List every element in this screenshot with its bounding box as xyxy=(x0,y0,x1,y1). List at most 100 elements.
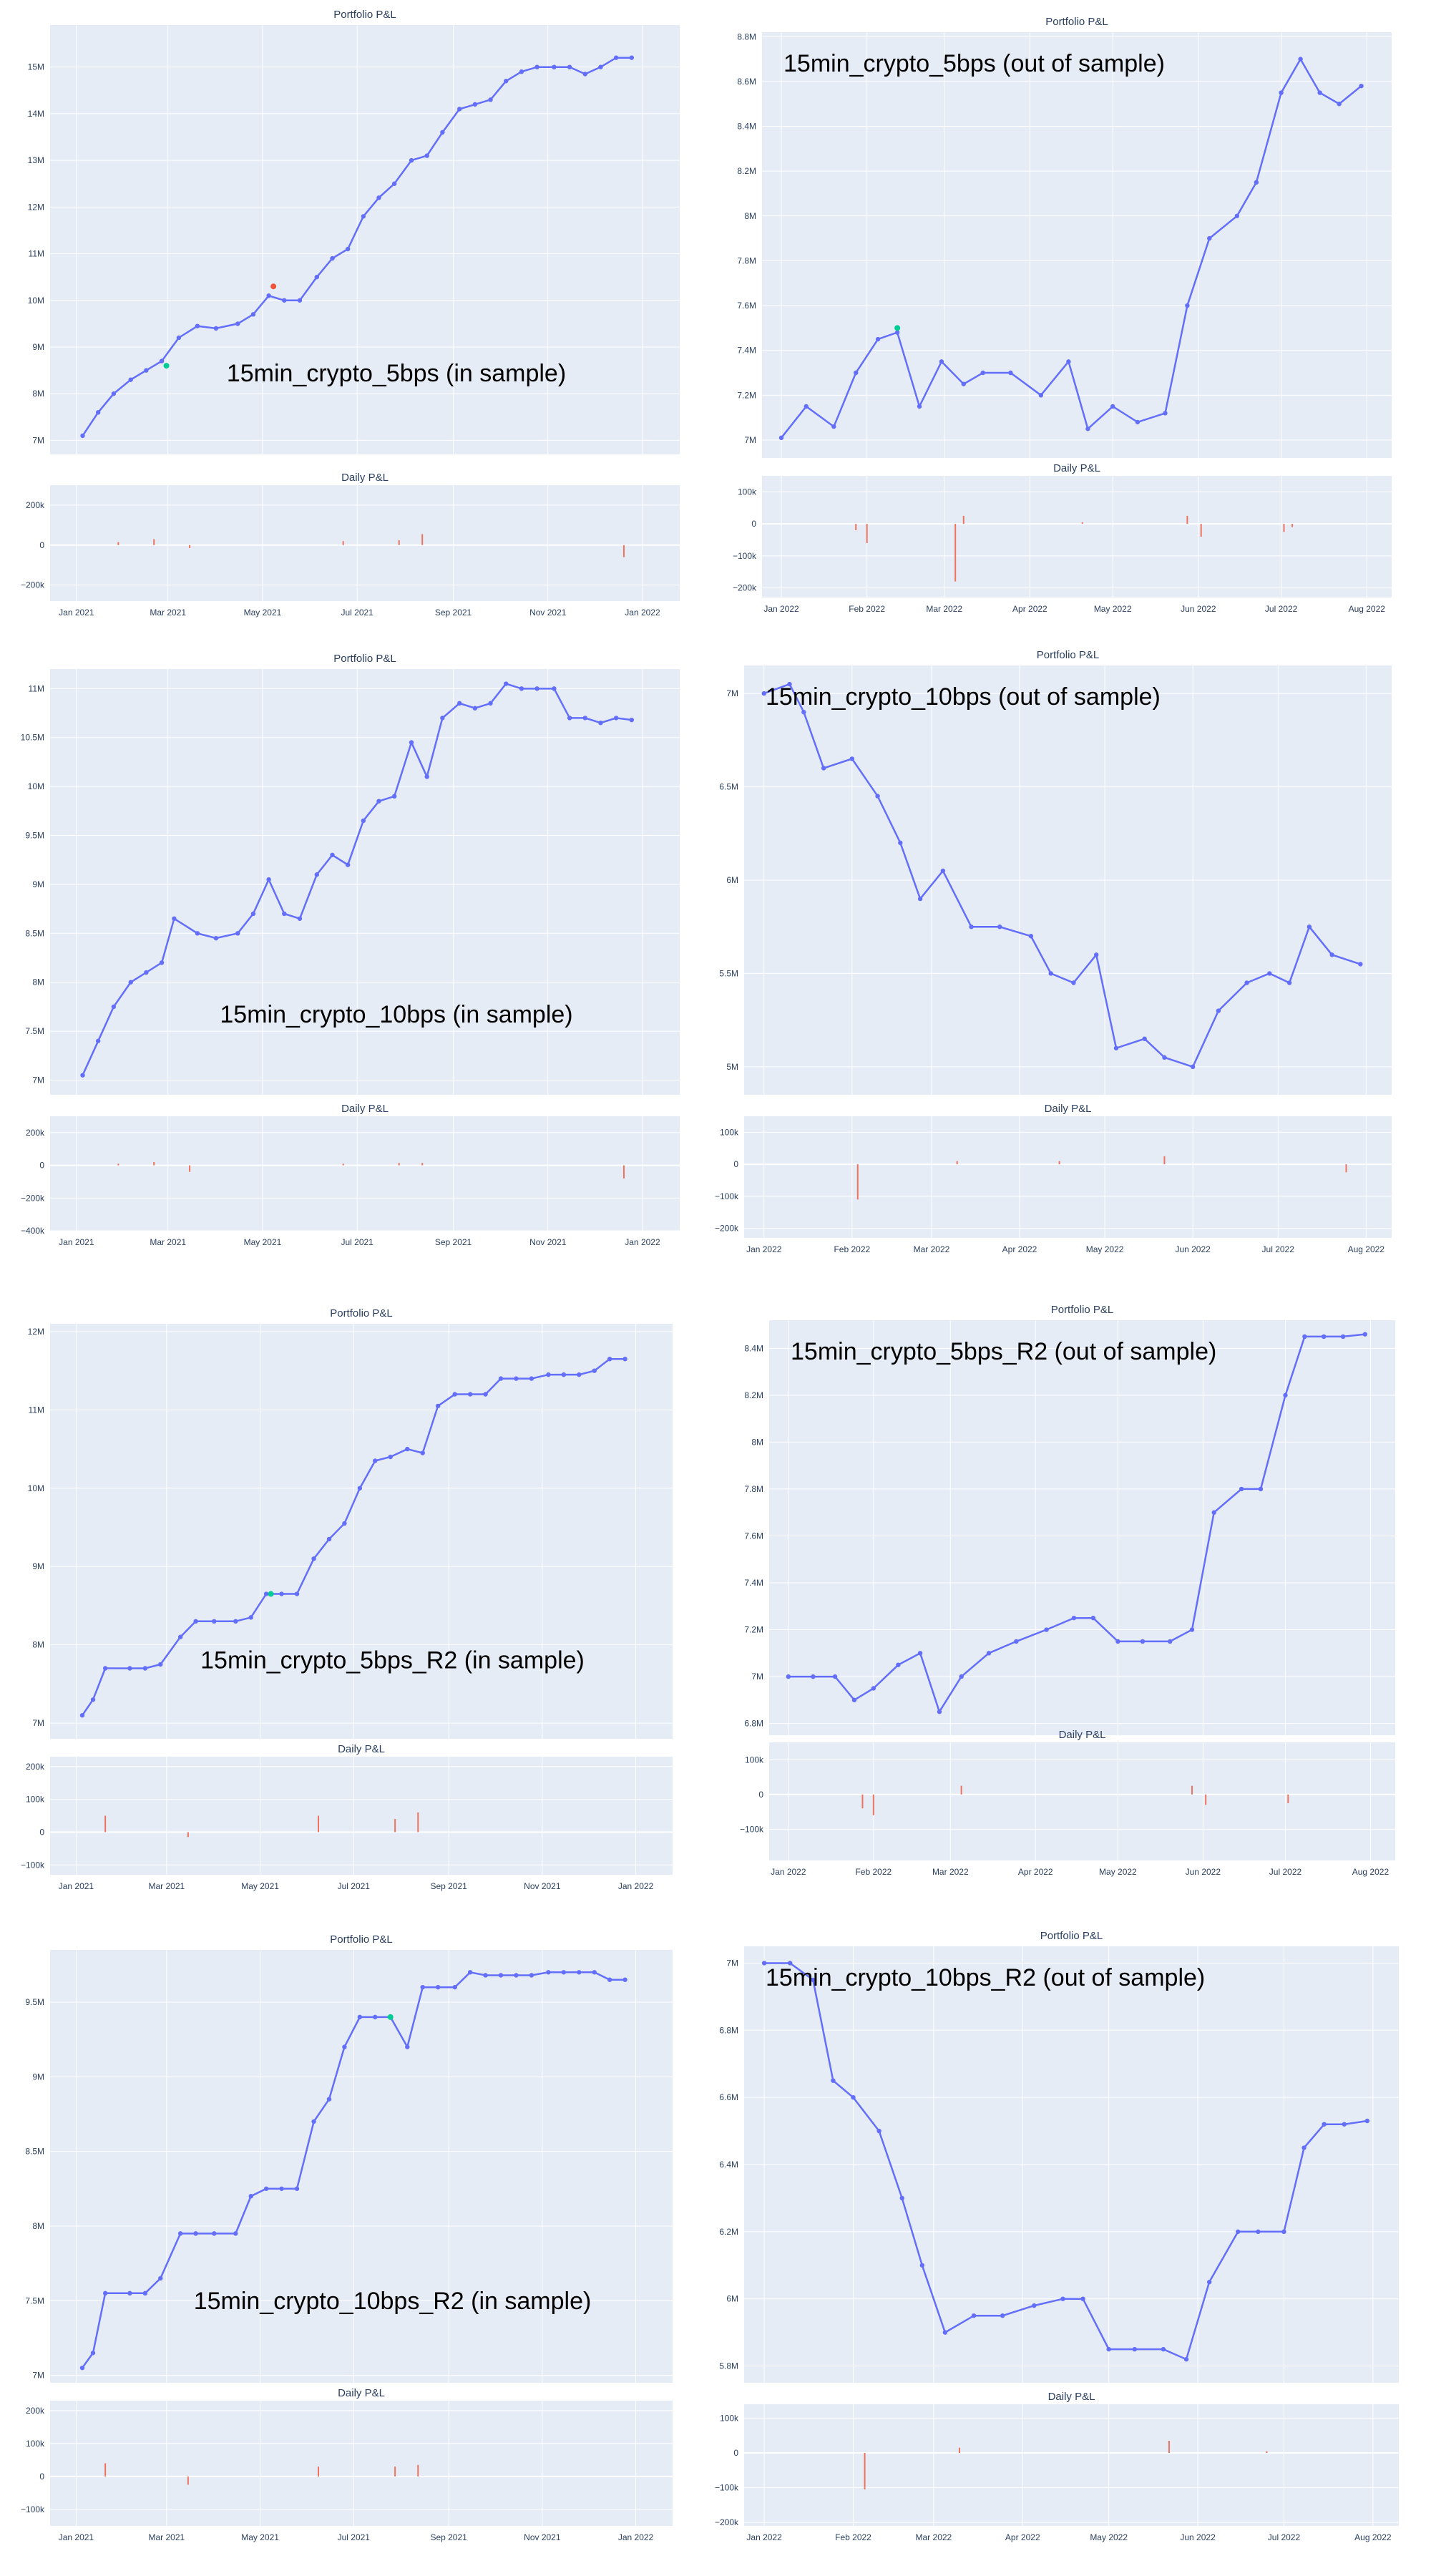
pnl-point xyxy=(90,2351,96,2356)
pnl-point xyxy=(80,433,85,439)
pnl-point xyxy=(582,716,587,721)
pnl-point xyxy=(1162,1055,1167,1060)
daily-bar xyxy=(1191,1785,1193,1795)
x-tick-label: Feb 2022 xyxy=(835,2532,871,2542)
x-tick-label: Apr 2022 xyxy=(1018,1867,1053,1877)
pnl-point xyxy=(177,1634,183,1639)
pnl-point xyxy=(552,64,557,69)
daily-bar xyxy=(187,1832,189,1838)
x-tick-label: May 2021 xyxy=(241,2532,279,2542)
pnl-point xyxy=(598,721,603,726)
y-tick-label: 8.2M xyxy=(737,166,756,176)
chart-title: Portfolio P&L xyxy=(1037,649,1100,661)
chart-annotation: 15min_crypto_5bps (in sample) xyxy=(227,360,566,387)
x-tick-label: May 2021 xyxy=(244,1237,282,1247)
y-tick-label: 10M xyxy=(28,781,44,791)
pnl-point xyxy=(959,1674,964,1679)
pnl-point xyxy=(176,335,182,341)
pnl-point xyxy=(786,1674,791,1679)
pnl-point xyxy=(326,2097,332,2102)
y-tick-label: 6.4M xyxy=(719,2160,738,2170)
x-tick-label: Jan 2022 xyxy=(618,1881,654,1891)
daily-bar xyxy=(1163,1156,1166,1165)
daily-y-tick-label: 100k xyxy=(720,2413,739,2423)
pnl-point xyxy=(266,293,271,298)
pnl-point xyxy=(1322,2122,1327,2127)
daily-title: Daily P&L xyxy=(1059,1729,1106,1741)
daily-y-tick-label: −200k xyxy=(715,1224,739,1234)
y-tick-label: 7.6M xyxy=(744,1531,763,1541)
pnl-point xyxy=(195,931,200,936)
y-tick-label: 8M xyxy=(744,211,756,221)
y-tick-label: 7.8M xyxy=(737,255,756,265)
pnl-point xyxy=(1008,370,1013,376)
pnl-point xyxy=(851,2094,856,2100)
y-tick-label: 10.5M xyxy=(21,733,44,743)
y-tick-label: 8M xyxy=(32,1640,44,1650)
y-tick-label: 7.2M xyxy=(737,390,756,400)
pnl-point xyxy=(831,424,836,429)
pnl-point xyxy=(1206,2280,1212,2285)
x-tick-label: Aug 2022 xyxy=(1348,1244,1385,1254)
pnl-point xyxy=(831,2078,836,2083)
pnl-point xyxy=(263,1591,269,1596)
daily-y-tick-label: 0 xyxy=(751,519,756,529)
pnl-point xyxy=(761,691,766,696)
y-tick-label: 8.5M xyxy=(25,928,44,938)
pnl-point xyxy=(1236,2229,1241,2235)
y-tick-label: 7.4M xyxy=(744,1578,763,1588)
pnl-point xyxy=(420,1450,425,1455)
pnl-point xyxy=(876,2128,881,2134)
daily-bar xyxy=(187,2476,189,2485)
pnl-point xyxy=(409,740,414,745)
pnl-point xyxy=(1244,980,1249,985)
x-tick-label: Jan 2022 xyxy=(625,608,660,618)
x-tick-label: Jul 2022 xyxy=(1268,2532,1301,2542)
plot-area xyxy=(50,669,680,1095)
pnl-point xyxy=(801,710,806,715)
pnl-point xyxy=(1185,303,1190,308)
pnl-point xyxy=(440,716,445,721)
pnl-series-line xyxy=(763,683,1361,1068)
pnl-point xyxy=(391,181,397,186)
pnl-series-line xyxy=(781,57,1362,439)
chart-title: Portfolio P&L xyxy=(1051,1304,1114,1316)
pnl-point xyxy=(1362,1332,1367,1337)
pnl-point xyxy=(940,868,946,874)
x-tick-label: May 2022 xyxy=(1090,2532,1128,2542)
daily-y-tick-label: 100k xyxy=(26,2439,45,2449)
daily-bar xyxy=(104,1815,107,1833)
pnl-point xyxy=(144,970,149,975)
daily-y-tick-label: −100k xyxy=(733,551,757,561)
y-tick-label: 9.5M xyxy=(25,831,44,841)
x-tick-label: Jul 2022 xyxy=(1265,604,1298,614)
pnl-point xyxy=(1060,2296,1065,2301)
pnl-point xyxy=(376,195,381,200)
pnl-point xyxy=(158,1662,163,1667)
pnl-point xyxy=(212,1619,217,1624)
plot-area xyxy=(762,32,1392,458)
daily-bar xyxy=(398,1163,400,1166)
pnl-point xyxy=(440,130,445,135)
daily-bar xyxy=(1186,515,1188,525)
pnl-point xyxy=(159,960,165,965)
pnl-point xyxy=(373,1458,378,1463)
daily-y-tick-label: −100k xyxy=(740,1824,764,1834)
pnl-point xyxy=(1085,426,1090,431)
pnl-point xyxy=(357,1485,363,1491)
x-tick-label: Jul 2021 xyxy=(341,608,373,618)
pnl-point xyxy=(1028,934,1034,939)
pnl-point xyxy=(1080,2296,1085,2301)
x-tick-label: Jul 2022 xyxy=(1262,1244,1295,1254)
y-tick-label: 7M xyxy=(32,2371,44,2381)
daily-y-tick-label: −100k xyxy=(715,1191,739,1201)
y-tick-label: 13M xyxy=(28,155,44,165)
pnl-point xyxy=(279,2186,284,2191)
x-tick-label: Nov 2021 xyxy=(524,2532,561,2542)
x-tick-label: Aug 2022 xyxy=(1349,604,1386,614)
pnl-point xyxy=(1283,1392,1288,1398)
daily-title: Daily P&L xyxy=(338,2387,385,2399)
pnl-point xyxy=(102,2290,108,2296)
x-tick-label: Feb 2022 xyxy=(834,1244,870,1254)
pnl-point xyxy=(266,877,271,882)
